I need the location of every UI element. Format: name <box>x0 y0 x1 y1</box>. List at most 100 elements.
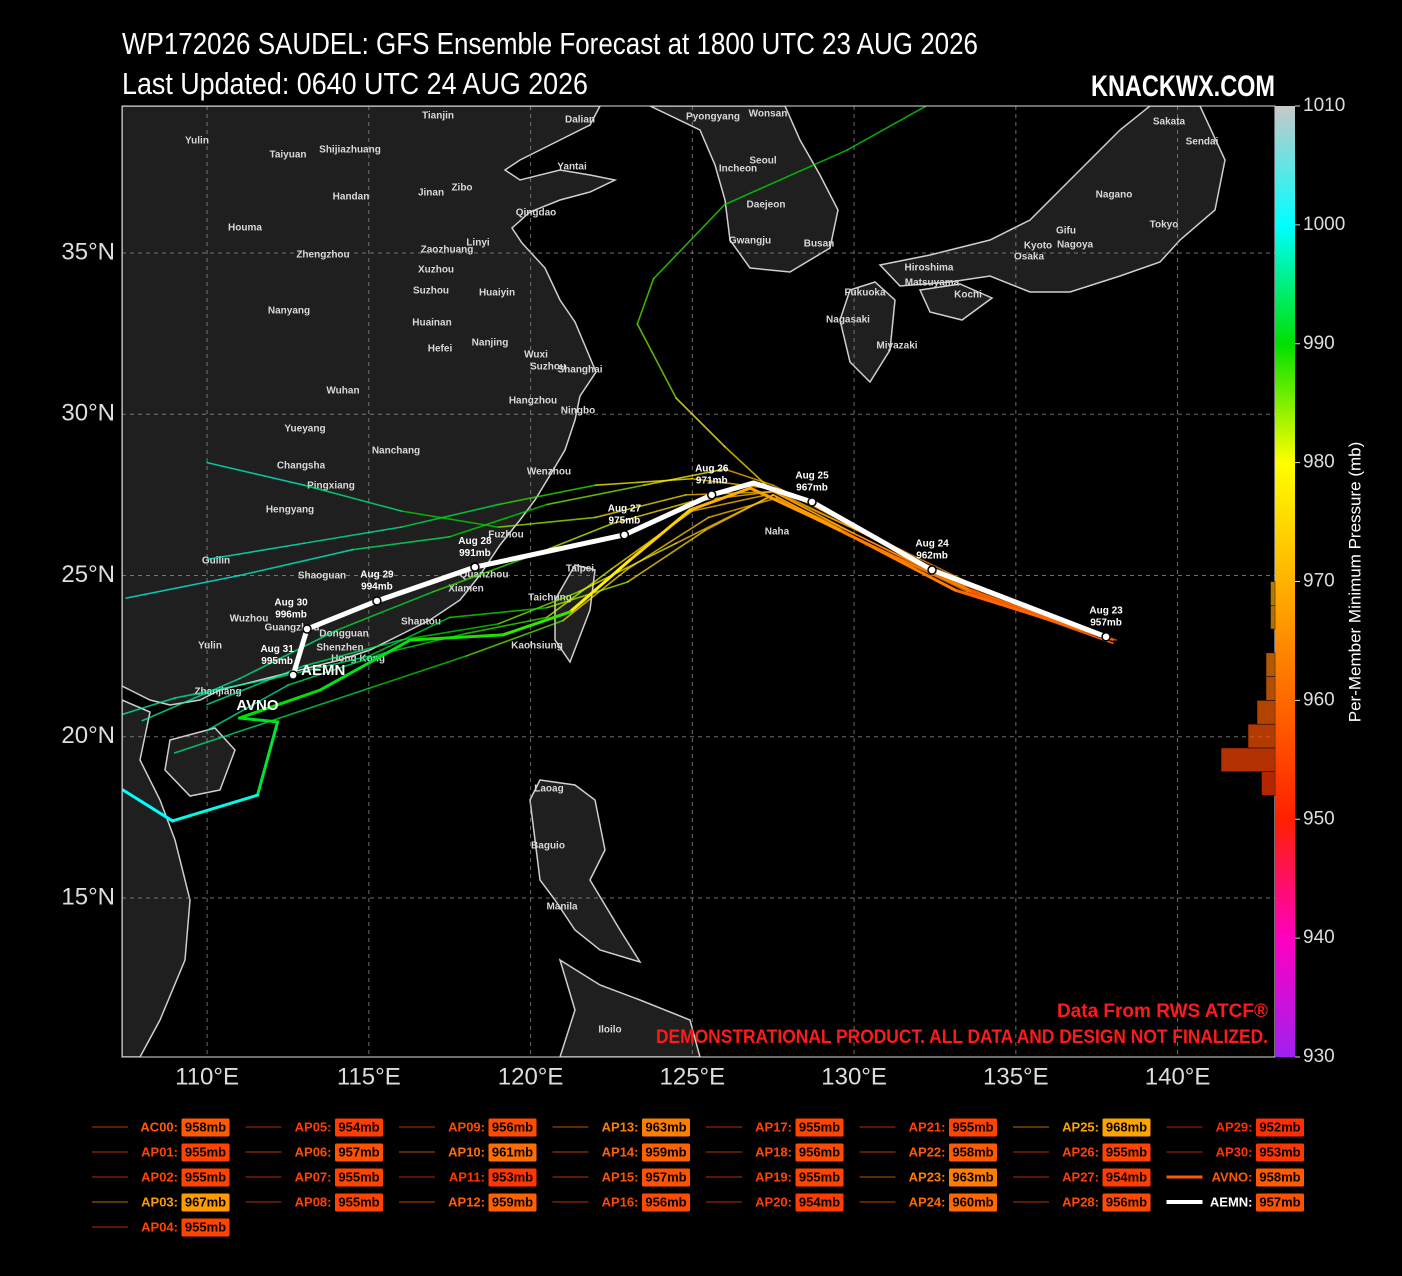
land-visayas <box>558 958 701 1057</box>
city-label: Nanyang <box>268 306 310 317</box>
aemn-pressure: 975mb <box>609 516 641 527</box>
city-label: Houma <box>228 223 262 234</box>
legend-pill <box>641 1192 691 1213</box>
land-honshu <box>878 106 1226 293</box>
legend-pill <box>1255 1167 1305 1188</box>
track-segment <box>238 548 354 577</box>
histogram-bar <box>1220 747 1276 772</box>
aemn-point <box>470 562 480 572</box>
track-segment <box>691 477 771 490</box>
track-segment <box>303 639 402 667</box>
track-segment <box>335 590 435 632</box>
brand: KNACKWX.COM <box>1091 70 1275 103</box>
note-source: Data From RWS ATCF® <box>1057 1001 1268 1022</box>
y-tick-label: 25°N <box>61 561 115 588</box>
track-segment <box>448 503 548 538</box>
track-segment <box>237 688 322 720</box>
city-label: Shijiazhuang <box>319 145 381 156</box>
track-segment <box>636 277 655 325</box>
city-label: Busan <box>804 239 835 250</box>
legend-pressure: 957mb <box>338 1144 379 1159</box>
city-label: Miyazaki <box>876 341 917 352</box>
aemn-pressure: 962mb <box>916 551 948 562</box>
track-segment <box>562 568 629 622</box>
legend-name: AP19: <box>755 1169 792 1184</box>
track-segment <box>400 623 500 641</box>
legend-pressure: 958mb <box>1259 1169 1300 1184</box>
legend-pill <box>1101 1142 1152 1163</box>
track-segment <box>303 484 402 512</box>
y-tick-label: 15°N <box>61 883 115 910</box>
aemn-pressure: 994mb <box>361 582 393 593</box>
track-segment <box>465 619 564 657</box>
track-segment <box>368 616 451 657</box>
y-tick-label: 35°N <box>61 238 115 265</box>
legend-pressure: 955mb <box>799 1119 840 1134</box>
track-segment <box>688 486 752 512</box>
legend-pressure: 956mb <box>492 1119 533 1134</box>
city-label: Shenzhen <box>316 643 363 654</box>
track-segment <box>568 558 632 614</box>
colorbar-scale <box>1275 106 1295 1057</box>
legend-name: AP22: <box>909 1144 946 1159</box>
legend-pressure: 957mb <box>1259 1194 1300 1209</box>
legend-name: AP02: <box>141 1169 178 1184</box>
city-label: Hiroshima <box>905 263 954 274</box>
legend-pressure: 963mb <box>952 1169 993 1184</box>
city-label: Seoul <box>749 156 776 167</box>
city-label: Yulin <box>185 136 209 147</box>
track-segment <box>707 497 778 519</box>
city-label: Yantai <box>557 162 587 173</box>
city-label: Wuzhou <box>230 614 269 625</box>
note-disclaimer: DEMONSTRATIONAL PRODUCT. ALL DATA AND DE… <box>656 1027 1268 1048</box>
city-label: Tokyo <box>1150 220 1179 231</box>
legend-pill <box>334 1142 384 1163</box>
legend-pill <box>1101 1192 1152 1213</box>
legend-pressure: 954mb <box>799 1194 840 1209</box>
legend-name: AP08: <box>295 1194 332 1209</box>
subtitle: Last Updated: 0640 UTC 24 AUG 2026 <box>122 66 588 101</box>
track-segment <box>626 516 710 570</box>
city-label: Pyongyang <box>686 112 740 123</box>
track-segment <box>497 484 597 506</box>
land-korea <box>649 106 839 273</box>
legend-pill <box>641 1167 691 1188</box>
colorbar-tick-label: 970 <box>1303 571 1335 592</box>
track-segment <box>691 494 768 512</box>
legend-pill <box>487 1192 538 1213</box>
track-segment <box>723 468 775 487</box>
x-tick-label: 140°E <box>1145 1063 1211 1090</box>
city-label: Nagasaki <box>826 315 870 326</box>
city-label: Suzhou <box>413 286 449 297</box>
track-segment <box>122 788 174 823</box>
legend-pill <box>180 1117 231 1138</box>
track-segment <box>838 528 957 592</box>
histogram-bar <box>1256 700 1276 725</box>
track-segment <box>643 468 726 487</box>
colorbar-label: Per-Member Minimum Pressure (mb) <box>1345 442 1364 723</box>
track-segment <box>400 510 500 528</box>
city-label: Taiyuan <box>269 150 306 161</box>
legend-pill <box>1255 1117 1305 1138</box>
legend-pill <box>948 1142 998 1163</box>
grid <box>122 106 1275 1057</box>
city-label: Quanzhou <box>460 570 509 581</box>
track-segment <box>748 486 842 532</box>
aemn-point <box>302 624 312 634</box>
legend-name: AP07: <box>295 1169 332 1184</box>
legend-name: AP14: <box>602 1144 639 1159</box>
legend-pill <box>334 1117 384 1138</box>
track-segment <box>400 503 500 528</box>
legend-name: AP28: <box>1062 1194 1099 1209</box>
track-segment <box>206 664 305 706</box>
city-label: Matsuyama <box>905 278 960 289</box>
colorbar-tick-label: 930 <box>1303 1046 1335 1067</box>
city-label: Tianjin <box>422 111 454 122</box>
legend-name: AP30: <box>1216 1144 1253 1159</box>
legend-pressure: 956mb <box>799 1144 840 1159</box>
legend-name: AP26: <box>1062 1144 1099 1159</box>
legend-pressure: 963mb <box>645 1119 686 1134</box>
legend-name: AP06: <box>295 1144 332 1159</box>
track-segment <box>545 484 645 506</box>
